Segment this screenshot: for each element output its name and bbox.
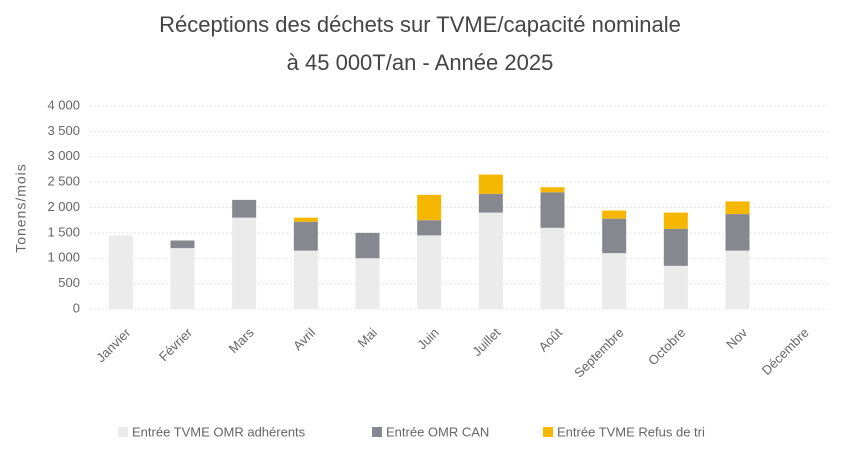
bar xyxy=(478,212,503,309)
x-tick-label: Septembre xyxy=(571,325,627,381)
bar xyxy=(663,228,688,266)
bar xyxy=(293,221,318,251)
y-tick-label: 3 000 xyxy=(47,148,80,163)
legend-swatch xyxy=(372,427,382,437)
bar xyxy=(355,232,380,259)
y-tick-label: 4 000 xyxy=(47,97,80,112)
x-tick-label: Décembre xyxy=(759,325,812,378)
bar xyxy=(417,194,442,221)
x-tick-label: Mars xyxy=(226,325,257,356)
y-tick-label: 2 000 xyxy=(47,199,80,214)
y-tick-label: 500 xyxy=(58,275,80,290)
bar xyxy=(170,240,195,249)
bar xyxy=(232,199,257,218)
x-tick-label: Janvier xyxy=(93,324,134,365)
y-tick-label: 0 xyxy=(73,300,80,315)
bar xyxy=(293,250,318,309)
bar xyxy=(355,258,380,309)
x-tick-label: Octobre xyxy=(645,325,688,368)
bar xyxy=(602,218,627,254)
x-tick-label: Nov xyxy=(723,325,750,352)
chart-title: à 45 000T/an - Année 2025 xyxy=(287,50,554,75)
legend-label: Entrée TVME Refus de tri xyxy=(557,424,705,439)
bar xyxy=(663,265,688,309)
legend-swatch xyxy=(543,427,553,437)
x-tick-label: Avril xyxy=(290,325,318,353)
bar xyxy=(540,227,565,309)
y-tick-label: 2 500 xyxy=(47,174,80,189)
x-tick-label: Février xyxy=(156,324,196,364)
bar xyxy=(602,210,627,219)
bar xyxy=(540,192,565,228)
bar xyxy=(725,250,750,309)
bar xyxy=(725,214,750,251)
y-tick-label: 1 500 xyxy=(47,224,80,239)
bar xyxy=(232,217,257,309)
chart-title: Réceptions des déchets sur TVME/capacité… xyxy=(159,12,681,37)
bar xyxy=(170,248,195,309)
legend-label: Entrée OMR CAN xyxy=(386,424,489,439)
bar xyxy=(540,187,565,193)
bar xyxy=(478,193,503,213)
y-tick-label: 1 000 xyxy=(47,250,80,265)
x-tick-label: Mai xyxy=(355,325,380,350)
legend-swatch xyxy=(118,427,128,437)
bar xyxy=(725,201,750,215)
bar xyxy=(602,253,627,309)
bar xyxy=(108,235,133,309)
y-tick-label: 3 500 xyxy=(47,123,80,138)
bar xyxy=(293,217,318,222)
x-tick-label: Juin xyxy=(414,325,441,352)
bar xyxy=(663,212,688,229)
x-tick-label: Août xyxy=(536,325,566,355)
bar xyxy=(417,235,442,309)
legend-label: Entrée TVME OMR adhérents xyxy=(132,424,306,439)
bar xyxy=(417,220,442,236)
bar xyxy=(478,174,503,194)
x-tick-label: Juillet xyxy=(469,325,503,359)
y-axis-label: Tonens/mois xyxy=(13,163,29,253)
